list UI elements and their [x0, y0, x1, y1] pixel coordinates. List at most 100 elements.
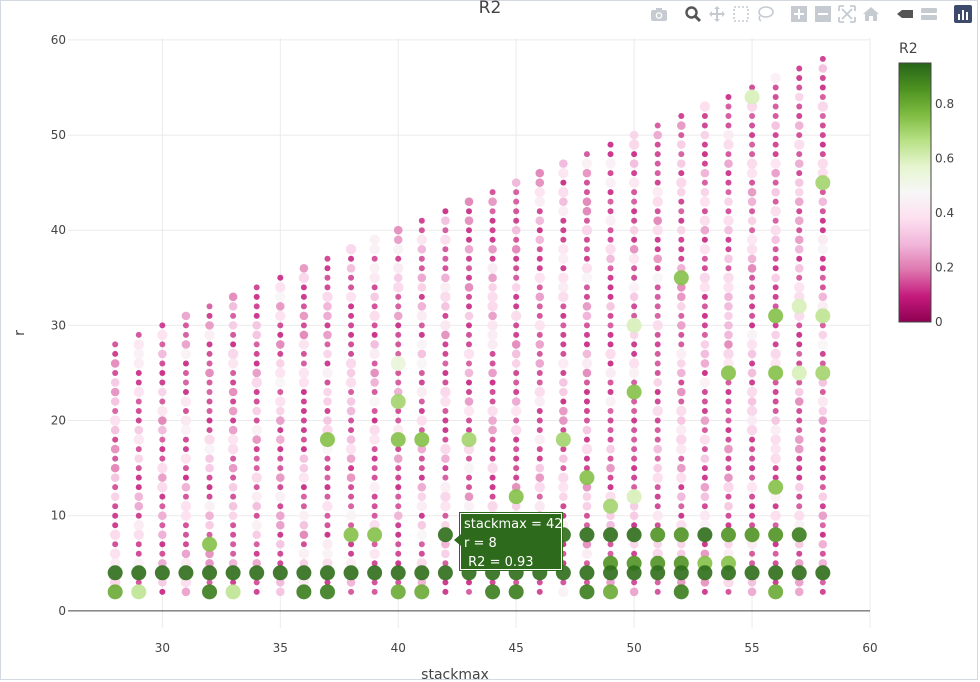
scatter-point: [628, 139, 640, 150]
scatter-point: [582, 311, 592, 321]
scatter-point: [747, 578, 757, 587]
scatter-point: [277, 427, 284, 434]
scatter-point: [158, 578, 167, 587]
scatter-point: [536, 312, 543, 319]
scatter-point: [772, 293, 779, 300]
scatter-point: [815, 365, 831, 381]
scatter-point: [414, 432, 430, 448]
scatter-point: [582, 482, 592, 492]
scatter-point: [109, 548, 121, 559]
scatter-point: [746, 158, 758, 169]
scatter-point: [158, 387, 167, 397]
scatter-point: [791, 365, 807, 381]
scatter-point: [747, 397, 757, 406]
compare-icon[interactable]: [918, 4, 940, 24]
scatter-point: [511, 244, 521, 254]
scatter-point: [112, 350, 119, 357]
scatter-point: [796, 379, 803, 386]
scatter-point: [701, 588, 708, 595]
scatter-point: [296, 584, 312, 600]
scatter-point: [631, 236, 638, 243]
scatter-point: [701, 255, 708, 262]
scatter-point: [299, 263, 309, 273]
scatter-point: [676, 549, 686, 559]
scatter-point: [466, 427, 472, 434]
scatter-point: [159, 503, 166, 510]
scatter-point: [489, 360, 496, 367]
autoscale-icon[interactable]: [836, 4, 858, 24]
scatter-point: [417, 520, 427, 530]
scatter-point: [418, 455, 425, 462]
scatter-point: [418, 474, 425, 481]
scatter-point: [346, 368, 356, 378]
scatter-point: [770, 453, 781, 464]
scatter-point: [414, 584, 430, 600]
scatter-point: [205, 368, 214, 378]
scatter-point: [228, 302, 238, 311]
scatter-point: [770, 424, 781, 436]
scatter-point: [348, 389, 355, 395]
scatter-point: [275, 282, 286, 293]
colorbar-title: R2: [899, 41, 918, 57]
zoom-icon[interactable]: [682, 4, 704, 24]
camera-icon[interactable]: [648, 4, 670, 24]
scatter-point: [275, 473, 285, 482]
scatter-point: [182, 360, 189, 367]
box-select-icon[interactable]: [730, 4, 752, 24]
scatter-point: [159, 493, 166, 500]
scatter-point: [440, 320, 451, 331]
scatter-point: [348, 427, 355, 434]
scatter-point: [324, 531, 331, 538]
scatter-point: [744, 89, 760, 105]
scatter-point: [135, 579, 142, 586]
scatter-point: [749, 465, 756, 472]
scatter-point: [441, 302, 450, 311]
scatter-point: [395, 560, 402, 567]
scatter-point: [112, 341, 119, 348]
pan-icon[interactable]: [706, 4, 728, 24]
scatter-point: [583, 389, 590, 395]
scatter-point: [511, 359, 521, 368]
scatter-point: [489, 350, 496, 357]
zoom-in-icon[interactable]: [788, 4, 810, 24]
scatter-point: [559, 416, 568, 425]
colorbar-tick-label: 0.6: [935, 151, 954, 165]
scatter-point: [206, 427, 213, 434]
scatter-point: [583, 522, 590, 529]
scatter-point: [818, 416, 828, 425]
zoom-out-icon[interactable]: [812, 4, 834, 24]
scatter-point: [725, 427, 732, 434]
scatter-point: [794, 435, 804, 444]
scatter-point: [770, 72, 781, 84]
scatter-point: [772, 379, 779, 386]
scatter-point: [463, 462, 475, 474]
scatter-point: [724, 254, 733, 264]
scatter-point: [818, 539, 828, 549]
scatter-point: [300, 484, 307, 491]
spike-lines-icon[interactable]: [894, 4, 916, 24]
scatter-point: [324, 455, 331, 462]
scatter-point: [606, 520, 615, 530]
scatter-point: [772, 151, 779, 158]
scatter-point: [796, 455, 803, 462]
scatter-point: [348, 588, 355, 595]
scatter-point: [182, 322, 189, 329]
scatter-point: [275, 406, 285, 416]
scatter-point: [513, 189, 520, 196]
scatter-point: [607, 379, 614, 386]
scatter-point: [536, 588, 543, 595]
scatter-point: [513, 446, 520, 453]
scatter-point: [605, 158, 616, 169]
scatter-point: [513, 455, 520, 462]
scatter-point: [536, 246, 543, 253]
scatter-point: [724, 473, 733, 482]
plotly-logo-icon[interactable]: [952, 4, 974, 24]
scatter-point: [488, 311, 497, 321]
scatter-point: [346, 578, 356, 587]
scatter-point: [606, 463, 615, 473]
scatter-point: [676, 283, 686, 292]
scatter-point: [205, 549, 214, 559]
scatter-point: [796, 65, 803, 72]
reset-axes-icon[interactable]: [860, 4, 882, 24]
lasso-icon[interactable]: [754, 4, 776, 24]
